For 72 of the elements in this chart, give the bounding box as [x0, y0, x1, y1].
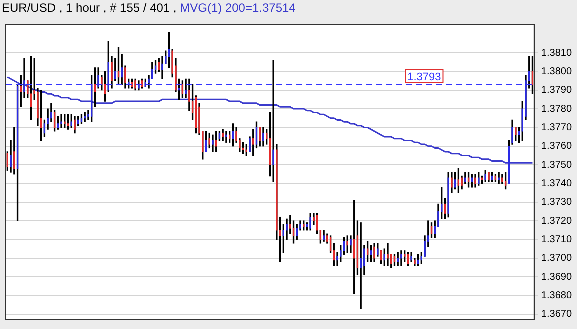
- candlestick: [504, 172, 507, 190]
- candlestick: [162, 56, 164, 80]
- candlestick: [222, 129, 224, 142]
- candlestick: [292, 220, 295, 244]
- y-tick-label: 1.3780: [541, 104, 572, 115]
- y-tick-label: 1.3730: [541, 197, 572, 208]
- candlestick: [252, 129, 254, 156]
- candlestick: [104, 71, 106, 102]
- candlestick: [444, 198, 446, 220]
- candlestick: [256, 122, 258, 149]
- candlestick: [262, 127, 264, 147]
- candlestick: [212, 134, 214, 152]
- chart-title: EUR/USD , 1 hour , # 155 / 401 ,: [2, 1, 177, 15]
- candlestick: [397, 252, 399, 266]
- candlestick: [121, 54, 123, 86]
- candlestick: [494, 174, 497, 182]
- ref-line-label: 1.3793: [408, 72, 442, 84]
- candlestick: [407, 252, 410, 266]
- y-tick-label: 1.3790: [541, 85, 572, 96]
- candlestick: [400, 250, 402, 266]
- candlestick: [296, 224, 298, 240]
- candlestick: [74, 116, 76, 134]
- candlestick: [16, 84, 19, 222]
- candlestick: [320, 230, 322, 244]
- text: MVG(1) 200=1.37514: [180, 1, 296, 15]
- candlestick: [518, 127, 520, 143]
- candlestick: [488, 172, 490, 182]
- y-tick-label: 1.3700: [541, 253, 572, 264]
- candlestick: [323, 230, 325, 242]
- y-tick-label: 1.3770: [541, 122, 572, 134]
- candlestick: [310, 213, 312, 231]
- y-tick-label: 1.3740: [541, 178, 572, 190]
- candlestick: [387, 243, 389, 266]
- y-tick-label: 1.3810: [541, 48, 572, 59]
- y-tick-label: 1.3760: [541, 141, 572, 152]
- candlestick: [40, 90, 42, 142]
- y-tick-label: 1.3680: [541, 290, 572, 302]
- y-tick-label: 1.3670: [541, 309, 572, 320]
- candlestick: [458, 168, 460, 194]
- candlestick: [394, 254, 396, 266]
- candlestick: [195, 96, 197, 134]
- candlestick: [333, 243, 335, 266]
- candlestick: [498, 172, 500, 184]
- candlestick: [484, 170, 486, 182]
- candlestick: [14, 127, 16, 175]
- candlestick: [134, 78, 136, 91]
- candlestick: [182, 80, 184, 98]
- candlestick: [205, 131, 208, 152]
- candlestick: [474, 174, 476, 188]
- candlestick: [380, 250, 382, 264]
- y-tick-label: 1.3720: [541, 216, 572, 227]
- y-tick-label: 1.3710: [541, 234, 572, 246]
- candlestick: [454, 172, 456, 190]
- candlestick: [57, 116, 59, 130]
- candlestick: [226, 131, 228, 143]
- candlestick: [208, 132, 210, 149]
- candlestick: [80, 114, 83, 124]
- candlestick: [356, 220, 359, 276]
- y-tick-label: 1.3690: [541, 272, 572, 283]
- candlestick: [374, 243, 376, 262]
- candlestick: [340, 244, 342, 262]
- candlestick: [448, 172, 450, 218]
- candlestick: [492, 172, 494, 182]
- y-tick-label: 1.3800: [541, 66, 572, 78]
- candlestick: [154, 60, 157, 74]
- candlestick: [360, 222, 362, 310]
- candlestick: [417, 254, 420, 266]
- candlestick: [370, 244, 372, 262]
- candlestick: [60, 114, 62, 128]
- candlestick: [410, 252, 412, 262]
- y-tick-label: 1.3750: [541, 160, 572, 171]
- candlestick: [512, 120, 514, 145]
